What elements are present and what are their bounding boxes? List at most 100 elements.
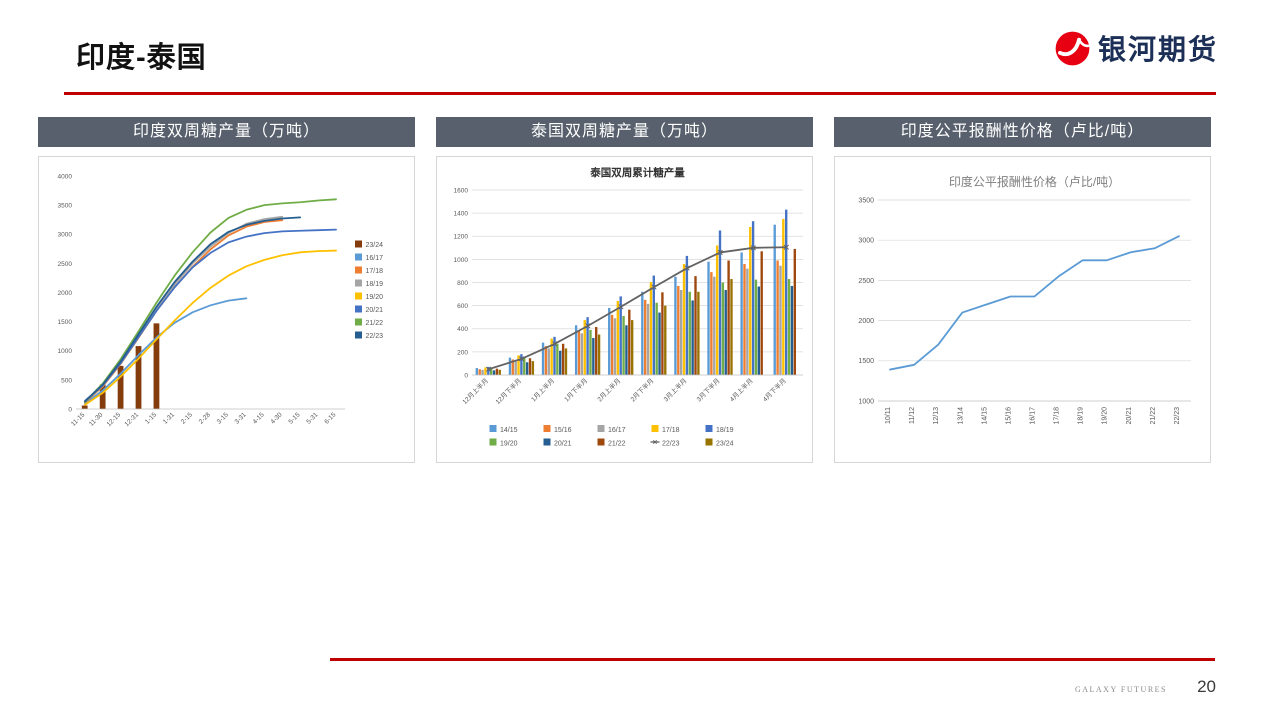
svg-text:1-31: 1-31 bbox=[162, 411, 176, 425]
galaxy-logo-icon bbox=[1055, 31, 1090, 65]
svg-text:15/16: 15/16 bbox=[1005, 407, 1012, 425]
thailand-biweekly-production-chart-canvas: 0 200 400 600 800 1000 1200 1400 1600 12月上半月 12月下半… bbox=[440, 160, 809, 459]
svg-text:22/23: 22/23 bbox=[366, 333, 384, 340]
svg-text:12-31: 12-31 bbox=[123, 411, 140, 428]
svg-text:1000: 1000 bbox=[454, 257, 469, 264]
svg-text:19/20: 19/20 bbox=[500, 440, 518, 447]
svg-text:13/14: 13/14 bbox=[957, 407, 964, 425]
svg-text:14/15: 14/15 bbox=[981, 407, 988, 425]
india-biweekly-production-chart-canvas: 0 500 1000 1500 2000 2500 3000 3500 4000 11-15 11-… bbox=[42, 160, 411, 459]
charts-row: 印度双周糖产量（万吨） 0 500 1000 1500 2000 2500 3000 3500… bbox=[38, 117, 1211, 463]
footer-brand: GALAXY FUTURES bbox=[1074, 685, 1167, 694]
brand-name: 银河期货 bbox=[1097, 34, 1218, 65]
svg-text:17/18: 17/18 bbox=[662, 427, 680, 434]
svg-text:600: 600 bbox=[457, 303, 468, 310]
svg-text:18/19: 18/19 bbox=[1078, 407, 1085, 425]
svg-text:2500: 2500 bbox=[858, 278, 874, 285]
svg-text:2000: 2000 bbox=[58, 290, 73, 297]
thailand-biweekly-production-chart: 0 200 400 600 800 1000 1200 1400 1600 12月上半月 12月下半… bbox=[436, 156, 813, 463]
svg-text:20/21: 20/21 bbox=[366, 307, 384, 314]
svg-text:2-15: 2-15 bbox=[180, 411, 194, 425]
svg-text:20/21: 20/21 bbox=[1126, 407, 1133, 425]
svg-text:3500: 3500 bbox=[858, 197, 874, 204]
svg-text:1000: 1000 bbox=[858, 398, 874, 405]
svg-text:23/24: 23/24 bbox=[716, 440, 734, 447]
svg-text:22/23: 22/23 bbox=[662, 440, 680, 447]
svg-text:3500: 3500 bbox=[58, 203, 73, 210]
panel-title-thailand-biweekly: 泰国双周糖产量（万吨） bbox=[436, 117, 813, 147]
svg-text:4-15: 4-15 bbox=[252, 411, 266, 425]
svg-text:15/16: 15/16 bbox=[554, 427, 572, 434]
svg-text:0: 0 bbox=[68, 406, 72, 413]
footer-divider bbox=[330, 658, 1215, 661]
svg-text:2500: 2500 bbox=[58, 261, 73, 268]
svg-text:21/22: 21/22 bbox=[1150, 407, 1157, 425]
svg-text:1-15: 1-15 bbox=[144, 411, 158, 425]
svg-text:3月上半月: 3月上半月 bbox=[661, 376, 688, 403]
svg-text:20/21: 20/21 bbox=[554, 440, 572, 447]
panel-india-frp-price: 印度公平报酬性价格（卢比/吨） 1000 1500 2000 2500 3000 3500… bbox=[834, 117, 1211, 463]
svg-text:18/19: 18/19 bbox=[716, 427, 734, 434]
svg-text:3月下半月: 3月下半月 bbox=[694, 376, 721, 403]
svg-text:11-30: 11-30 bbox=[88, 411, 105, 428]
svg-text:3-15: 3-15 bbox=[216, 411, 230, 425]
svg-text:14/15: 14/15 bbox=[500, 427, 518, 434]
svg-text:19/20: 19/20 bbox=[366, 294, 384, 301]
svg-text:1500: 1500 bbox=[58, 319, 73, 326]
svg-text:1400: 1400 bbox=[454, 211, 469, 218]
page-number: 20 bbox=[1197, 677, 1216, 696]
svg-text:16/17: 16/17 bbox=[366, 255, 384, 262]
svg-text:18/19: 18/19 bbox=[366, 281, 384, 288]
svg-text:12月下半月: 12月下半月 bbox=[493, 376, 523, 406]
header-divider bbox=[64, 92, 1216, 95]
svg-text:11-15: 11-15 bbox=[70, 411, 87, 428]
svg-text:2-28: 2-28 bbox=[198, 411, 212, 425]
panel-title-india-frp: 印度公平报酬性价格（卢比/吨） bbox=[834, 117, 1211, 147]
svg-text:11/12: 11/12 bbox=[909, 407, 916, 424]
india-frp-price-chart-canvas: 1000 1500 2000 2500 3000 3500 10/11 11/12 12/13 1… bbox=[838, 160, 1207, 459]
svg-text:3000: 3000 bbox=[858, 238, 874, 245]
svg-text:400: 400 bbox=[457, 326, 468, 333]
svg-text:泰国双周累计糖产量: 泰国双周累计糖产量 bbox=[589, 166, 685, 179]
svg-text:23/24: 23/24 bbox=[366, 242, 384, 249]
svg-text:17/18: 17/18 bbox=[1054, 407, 1061, 425]
india-frp-price-chart: 1000 1500 2000 2500 3000 3500 10/11 11/12 12/13 1… bbox=[834, 156, 1211, 463]
svg-text:16/17: 16/17 bbox=[608, 427, 626, 434]
svg-text:500: 500 bbox=[61, 377, 72, 384]
svg-text:2000: 2000 bbox=[858, 318, 874, 325]
svg-text:1600: 1600 bbox=[454, 187, 469, 194]
svg-text:12月上半月: 12月上半月 bbox=[460, 376, 490, 406]
svg-text:800: 800 bbox=[457, 280, 468, 287]
panel-title-india-biweekly: 印度双周糖产量（万吨） bbox=[38, 117, 415, 147]
svg-text:12-15: 12-15 bbox=[106, 411, 123, 428]
svg-text:10/11: 10/11 bbox=[885, 407, 892, 424]
svg-text:4000: 4000 bbox=[58, 173, 73, 180]
svg-text:16/17: 16/17 bbox=[1030, 407, 1037, 425]
svg-text:200: 200 bbox=[457, 349, 468, 356]
svg-text:22/23: 22/23 bbox=[1174, 407, 1181, 425]
svg-text:0: 0 bbox=[464, 372, 468, 379]
svg-text:19/20: 19/20 bbox=[1102, 407, 1109, 425]
svg-text:21/22: 21/22 bbox=[366, 320, 384, 327]
svg-text:1月下半月: 1月下半月 bbox=[562, 376, 589, 403]
page-title: 印度-泰国 bbox=[76, 42, 207, 74]
svg-text:5-15: 5-15 bbox=[287, 411, 301, 425]
svg-text:4月下半月: 4月下半月 bbox=[761, 376, 788, 403]
svg-text:1月上半月: 1月上半月 bbox=[529, 376, 556, 403]
india-biweekly-production-chart: 0 500 1000 1500 2000 2500 3000 3500 4000 11-15 11-… bbox=[38, 156, 415, 463]
brand-logo: 银河期货 bbox=[1054, 28, 1218, 68]
svg-text:2月下半月: 2月下半月 bbox=[628, 376, 655, 403]
panel-india-biweekly-production: 印度双周糖产量（万吨） 0 500 1000 1500 2000 2500 3000 3500… bbox=[38, 117, 415, 463]
panel-thailand-biweekly-production: 泰国双周糖产量（万吨） 0 200 400 600 800 1000 1200 1400 160… bbox=[436, 117, 813, 463]
svg-text:5-31: 5-31 bbox=[305, 411, 319, 425]
svg-text:4月上半月: 4月上半月 bbox=[727, 376, 754, 403]
svg-text:3000: 3000 bbox=[58, 232, 73, 239]
svg-text:1200: 1200 bbox=[454, 234, 469, 241]
svg-text:12/13: 12/13 bbox=[933, 407, 940, 425]
svg-text:2月上半月: 2月上半月 bbox=[595, 376, 622, 403]
svg-text:4-30: 4-30 bbox=[269, 411, 283, 425]
svg-text:1000: 1000 bbox=[58, 348, 73, 355]
svg-text:印度公平报酬性价格（卢比/吨）: 印度公平报酬性价格（卢比/吨） bbox=[949, 174, 1120, 189]
svg-text:17/18: 17/18 bbox=[366, 268, 384, 275]
